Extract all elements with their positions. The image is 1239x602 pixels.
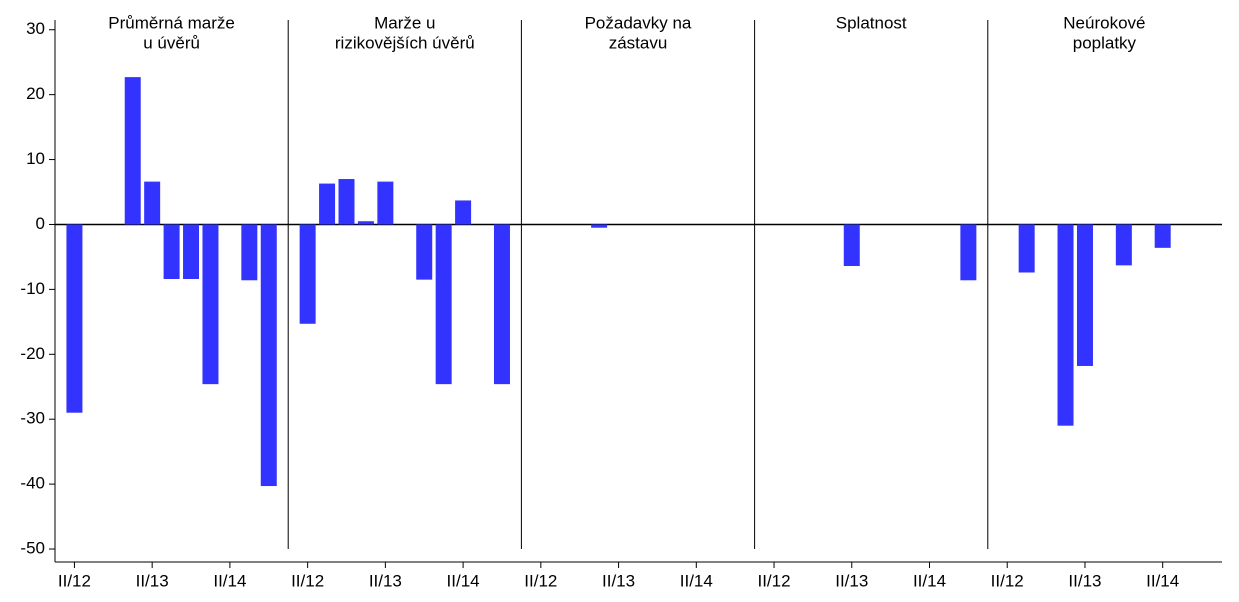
x-tick-label: II/14 [913, 571, 946, 590]
x-tick-label: II/13 [1068, 571, 1101, 590]
y-tick-label: 0 [36, 214, 45, 233]
bar [1115, 224, 1132, 266]
bar [66, 224, 83, 413]
x-tick-label: II/12 [291, 571, 324, 590]
panel-title: Průměrná marže [108, 13, 235, 32]
bar [455, 200, 472, 225]
bar [377, 181, 394, 225]
bar [299, 224, 316, 324]
panel-title: u úvěrů [143, 33, 200, 52]
bar [843, 224, 860, 267]
x-tick-label: II/12 [524, 571, 557, 590]
bar [183, 224, 200, 279]
bar [1076, 224, 1093, 366]
panel-title: Neúrokové [1063, 13, 1145, 32]
y-tick-label: 30 [26, 19, 45, 38]
x-tick-label: II/12 [757, 571, 790, 590]
bar [124, 77, 141, 225]
bar [591, 224, 608, 228]
x-tick-label: II/14 [447, 571, 480, 590]
bar [338, 179, 355, 225]
panel-title: poplatky [1073, 33, 1137, 52]
x-tick-label: II/12 [58, 571, 91, 590]
bar [357, 221, 374, 225]
x-tick-label: II/13 [369, 571, 402, 590]
y-tick-label: -50 [20, 539, 45, 558]
y-tick-label: -20 [20, 344, 45, 363]
bar [493, 224, 510, 385]
panel-title: rizikovějších úvěrů [335, 33, 475, 52]
panel-title: Splatnost [836, 13, 907, 32]
bar [202, 224, 219, 385]
panel-title: Marže u [374, 13, 435, 32]
x-tick-label: II/13 [835, 571, 868, 590]
y-tick-label: -10 [20, 279, 45, 298]
x-tick-label: II/12 [991, 571, 1024, 590]
bar [144, 181, 161, 225]
x-tick-label: II/14 [213, 571, 246, 590]
bar [960, 224, 977, 281]
bar [319, 183, 336, 225]
bar [163, 224, 180, 279]
bar [260, 224, 277, 487]
panel-title: Požadavky na [585, 13, 692, 32]
x-tick-label: II/14 [680, 571, 713, 590]
y-tick-label: 20 [26, 84, 45, 103]
bar [1018, 224, 1035, 273]
bar [416, 224, 433, 280]
y-tick-label: -40 [20, 474, 45, 493]
x-tick-label: II/13 [602, 571, 635, 590]
bar [1057, 224, 1074, 426]
bar [1154, 224, 1171, 248]
panel-title: zástavu [609, 33, 668, 52]
x-tick-label: II/14 [1146, 571, 1179, 590]
y-tick-label: -30 [20, 409, 45, 428]
x-tick-label: II/13 [136, 571, 169, 590]
y-tick-label: 10 [26, 149, 45, 168]
bar [241, 224, 258, 281]
bar [435, 224, 452, 385]
